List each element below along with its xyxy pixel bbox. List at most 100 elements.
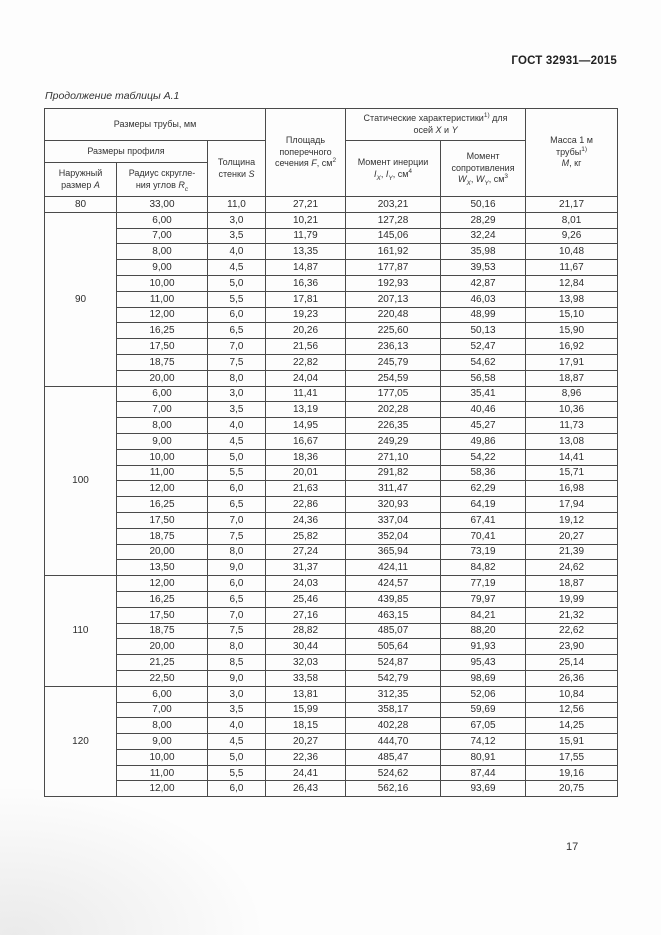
area-cell: 21,56 <box>265 338 347 355</box>
wall-thickness-cell: 3,0 <box>206 385 267 403</box>
mass-cell: 19,16 <box>525 764 619 782</box>
mass-cell: 21,17 <box>525 196 619 213</box>
table-header: Размеры трубы, мм Площадь поперечного се… <box>43 108 619 197</box>
resistance-cell: 62,29 <box>440 480 527 498</box>
mass-cell: 16,98 <box>525 480 619 498</box>
inertia-cell: 203,21 <box>345 196 442 213</box>
area-cell: 22,36 <box>265 748 347 766</box>
area-cell: 25,82 <box>265 527 347 545</box>
wall-thickness-cell: 9,0 <box>206 559 267 577</box>
mass-cell: 17,55 <box>525 748 619 766</box>
area-cell: 13,81 <box>265 685 347 703</box>
area-cell: 31,37 <box>265 559 347 577</box>
table-row: 7,00 3,5 15,99 358,17 59,69 12,56 <box>45 701 619 719</box>
wall-thickness-cell: 6,5 <box>206 496 267 513</box>
inertia-cell: 337,04 <box>345 511 442 529</box>
table-row: 16,25 6,5 20,26 225,60 50,13 15,90 <box>45 322 619 340</box>
table-row: 9,00 4,5 16,67 249,29 49,86 13,08 <box>45 432 619 450</box>
table-row: 20,00 8,0 27,24 365,94 73,19 21,39 <box>45 543 619 561</box>
radius-cell: 12,00 <box>116 306 208 324</box>
mass-cell: 17,91 <box>525 353 619 371</box>
col-header-wall-thickness: Толщина стенки S <box>206 140 267 197</box>
wall-thickness-cell: 7,5 <box>206 527 267 545</box>
resistance-cell: 48,99 <box>440 306 527 324</box>
table-row: 12,00 6,0 26,43 562,16 93,69 20,75 <box>45 780 619 798</box>
table-row: 13,50 9,0 31,37 424,11 84,82 24,62 <box>45 559 619 577</box>
inertia-cell: 485,07 <box>345 622 442 640</box>
area-cell: 13,35 <box>265 243 347 261</box>
wall-thickness-cell: 5,5 <box>206 764 267 782</box>
inertia-cell: 463,15 <box>345 606 442 624</box>
resistance-cell: 98,69 <box>440 669 527 687</box>
wall-thickness-cell: 5,0 <box>206 448 267 466</box>
resistance-cell: 40,46 <box>440 401 527 419</box>
wall-thickness-cell: 3,5 <box>206 401 267 419</box>
radius-cell: 7,00 <box>116 401 208 419</box>
area-cell: 33,58 <box>265 669 347 687</box>
wall-thickness-cell: 4,5 <box>206 432 267 450</box>
mass-cell: 10,36 <box>525 401 619 419</box>
inertia-cell: 177,05 <box>345 385 442 403</box>
wall-thickness-cell: 6,5 <box>206 322 267 340</box>
radius-cell: 17,50 <box>116 338 208 355</box>
inertia-cell: 249,29 <box>345 432 442 450</box>
area-cell: 30,44 <box>265 638 347 656</box>
size-group-cell: 120 <box>44 685 117 798</box>
resistance-cell: 64,19 <box>440 496 527 513</box>
wall-thickness-cell: 5,5 <box>206 464 267 482</box>
resistance-cell: 95,43 <box>440 654 527 671</box>
table-row: 17,50 7,0 24,36 337,04 67,41 19,12 <box>45 511 619 529</box>
inertia-cell: 352,04 <box>345 527 442 545</box>
radius-cell: 11,00 <box>116 290 208 308</box>
inertia-cell: 365,94 <box>345 543 442 561</box>
table-row: 110 12,00 6,0 24,03 424,57 77,19 18,87 <box>44 575 619 687</box>
wall-thickness-cell: 6,0 <box>206 780 267 798</box>
table-row: 18,75 7,5 28,82 485,07 88,20 22,62 <box>45 622 619 640</box>
resistance-cell: 88,20 <box>440 622 527 640</box>
resistance-cell: 93,69 <box>440 780 527 798</box>
wall-thickness-cell: 5,0 <box>206 748 267 766</box>
wall-thickness-cell: 7,5 <box>206 622 267 640</box>
radius-cell: 16,25 <box>116 322 208 340</box>
radius-cell: 21,25 <box>116 654 208 671</box>
mass-cell: 21,32 <box>525 606 619 624</box>
table-caption: Продолжение таблицы А.1 <box>45 90 180 102</box>
mass-cell: 15,10 <box>525 306 619 324</box>
wall-thickness-cell: 4,0 <box>206 417 267 434</box>
wall-thickness-cell: 3,5 <box>206 701 267 719</box>
data-table: Размеры трубы, мм Площадь поперечного се… <box>43 108 619 798</box>
wall-thickness-cell: 6,5 <box>206 590 267 608</box>
area-cell: 21,63 <box>265 480 347 498</box>
mass-cell: 11,73 <box>525 417 619 434</box>
area-cell: 24,03 <box>265 575 347 592</box>
radius-cell: 6,00 <box>116 685 208 703</box>
radius-cell: 18,75 <box>116 353 208 371</box>
inertia-cell: 320,93 <box>345 496 442 513</box>
inertia-cell: 542,79 <box>345 669 442 687</box>
table-row: 120 6,00 3,0 13,81 312,35 52,06 10,84 <box>44 685 619 798</box>
inertia-cell: 161,92 <box>345 243 442 261</box>
radius-cell: 8,00 <box>116 717 208 735</box>
area-cell: 18,36 <box>265 448 347 466</box>
col-header-inertia: Момент инерции IX, IY, см4 <box>345 140 442 197</box>
area-cell: 17,81 <box>265 290 347 308</box>
area-cell: 26,43 <box>265 780 347 798</box>
radius-cell: 22,50 <box>116 669 208 687</box>
radius-cell: 6,00 <box>116 211 208 229</box>
resistance-cell: 84,21 <box>440 606 527 624</box>
inertia-cell: 402,28 <box>345 717 442 735</box>
radius-cell: 9,00 <box>116 733 208 750</box>
table-row: 20,00 8,0 24,04 254,59 56,58 18,87 <box>45 369 619 387</box>
col-header-resistance: Момент сопротивления WX, WY, см3 <box>440 140 527 197</box>
resistance-cell: 42,87 <box>440 274 527 292</box>
wall-thickness-cell: 8,0 <box>206 638 267 656</box>
wall-thickness-cell: 8,0 <box>206 543 267 561</box>
radius-cell: 13,50 <box>116 559 208 577</box>
wall-thickness-cell: 4,5 <box>206 259 267 276</box>
inertia-cell: 485,47 <box>345 748 442 766</box>
resistance-cell: 79,97 <box>440 590 527 608</box>
table-row: 22,50 9,0 33,58 542,79 98,69 26,36 <box>45 669 619 687</box>
resistance-cell: 28,29 <box>440 211 527 229</box>
area-cell: 18,15 <box>265 717 347 735</box>
